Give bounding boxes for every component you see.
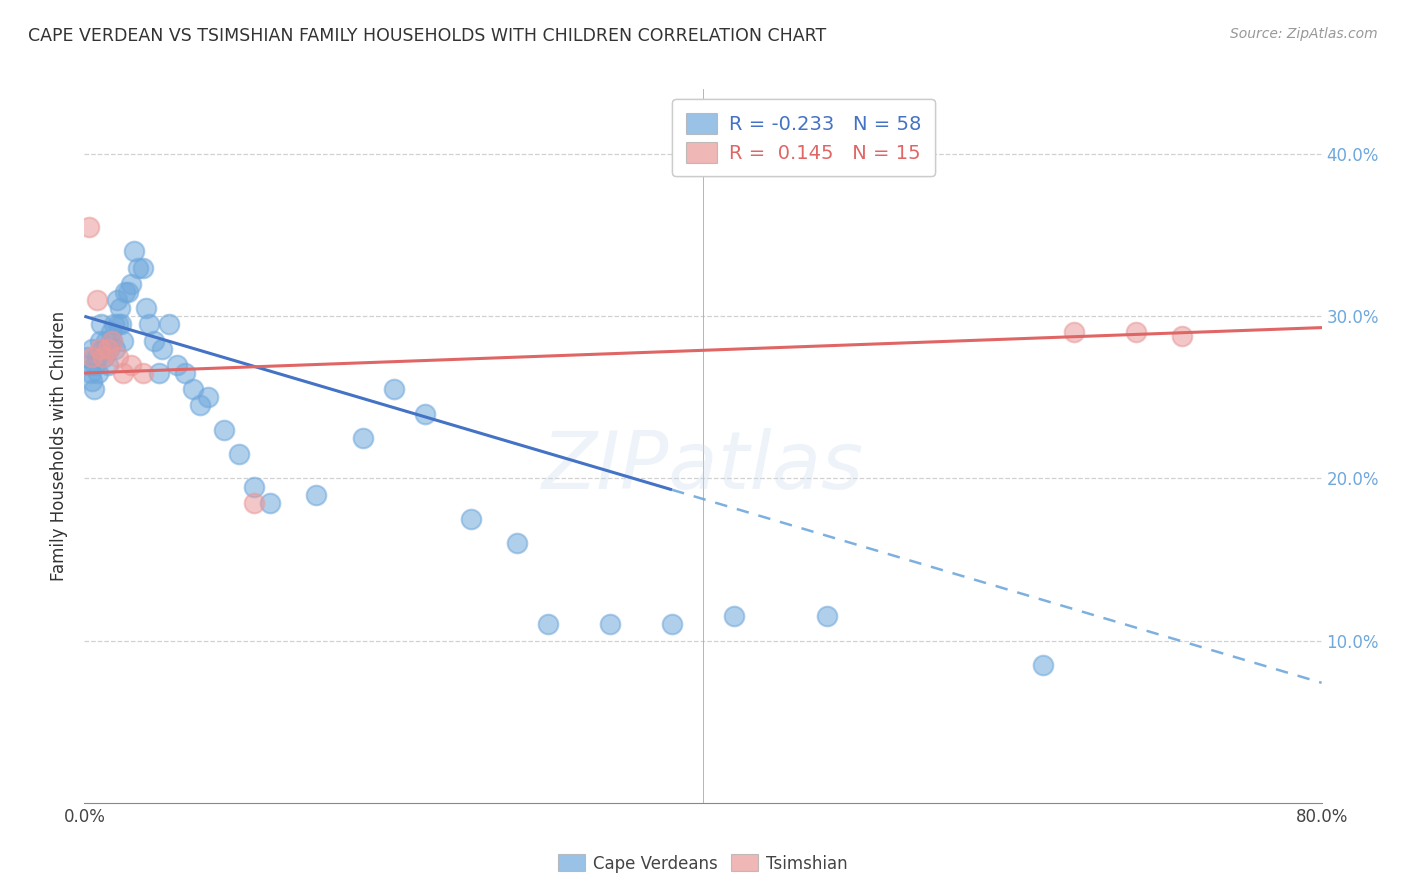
- Point: [91, 350, 114, 364]
- Point: [87, 366, 110, 380]
- Point: [506, 536, 529, 550]
- Point: [91, 342, 114, 356]
- Point: [100, 326, 122, 340]
- Legend: Cape Verdeans, Tsimshian: Cape Verdeans, Tsimshian: [551, 847, 855, 880]
- Point: [76, 350, 98, 364]
- Point: [188, 399, 212, 413]
- Point: [93, 350, 115, 364]
- Text: ZIPatlas: ZIPatlas: [541, 428, 865, 507]
- Point: [117, 285, 139, 299]
- Point: [101, 334, 124, 348]
- Point: [1063, 326, 1085, 340]
- Point: [143, 334, 166, 348]
- Point: [181, 382, 204, 396]
- Point: [83, 382, 105, 396]
- Point: [352, 431, 374, 445]
- Point: [128, 260, 150, 275]
- Point: [105, 293, 128, 307]
- Point: [138, 318, 160, 332]
- Point: [82, 350, 104, 364]
- Point: [132, 366, 155, 380]
- Point: [84, 358, 107, 372]
- Point: [97, 342, 120, 356]
- Point: [77, 358, 100, 372]
- Point: [107, 350, 129, 364]
- Point: [107, 318, 129, 332]
- Point: [120, 277, 142, 291]
- Point: [114, 285, 136, 299]
- Point: [132, 260, 155, 275]
- Point: [135, 301, 157, 315]
- Point: [228, 447, 250, 461]
- Point: [82, 342, 104, 356]
- Point: [159, 318, 181, 332]
- Point: [599, 617, 621, 632]
- Text: Source: ZipAtlas.com: Source: ZipAtlas.com: [1230, 27, 1378, 41]
- Point: [382, 382, 405, 396]
- Point: [79, 366, 101, 380]
- Point: [305, 488, 328, 502]
- Point: [1125, 326, 1147, 340]
- Text: CAPE VERDEAN VS TSIMSHIAN FAMILY HOUSEHOLDS WITH CHILDREN CORRELATION CHART: CAPE VERDEAN VS TSIMSHIAN FAMILY HOUSEHO…: [28, 27, 827, 45]
- Point: [212, 423, 235, 437]
- Point: [243, 496, 266, 510]
- Point: [86, 350, 108, 364]
- Point: [89, 342, 111, 356]
- Point: [94, 334, 117, 348]
- Point: [723, 609, 745, 624]
- Point: [243, 479, 266, 493]
- Point: [108, 301, 131, 315]
- Point: [413, 407, 436, 421]
- Point: [460, 512, 482, 526]
- Point: [101, 334, 124, 348]
- Point: [90, 318, 112, 332]
- Point: [97, 358, 120, 372]
- Point: [1032, 657, 1054, 672]
- Point: [98, 342, 121, 356]
- Point: [82, 374, 104, 388]
- Point: [77, 220, 100, 235]
- Point: [86, 293, 108, 307]
- Point: [110, 318, 132, 332]
- Point: [174, 366, 197, 380]
- Point: [537, 617, 560, 632]
- Point: [661, 617, 683, 632]
- Point: [148, 366, 170, 380]
- Point: [120, 358, 142, 372]
- Point: [150, 342, 173, 356]
- Point: [166, 358, 188, 372]
- Point: [112, 334, 135, 348]
- Point: [112, 366, 135, 380]
- Point: [815, 609, 838, 624]
- Point: [104, 342, 127, 356]
- Point: [89, 334, 111, 348]
- Point: [197, 390, 219, 404]
- Point: [122, 244, 145, 259]
- Y-axis label: Family Households with Children: Family Households with Children: [51, 311, 69, 581]
- Point: [259, 496, 281, 510]
- Point: [1171, 328, 1194, 343]
- Legend: R = -0.233   N = 58, R =  0.145   N = 15: R = -0.233 N = 58, R = 0.145 N = 15: [672, 99, 935, 177]
- Point: [103, 318, 125, 332]
